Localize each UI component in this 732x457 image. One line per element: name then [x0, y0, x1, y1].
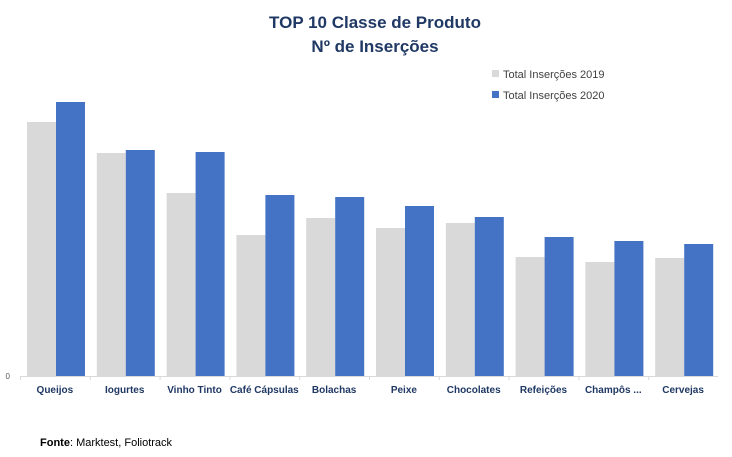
bar-2020: [56, 102, 85, 376]
chart-title-line-2: Nº de Inserções: [311, 37, 438, 56]
x-tick-label: Queijos: [37, 385, 74, 396]
x-tick-label: Bolachas: [312, 385, 357, 396]
legend: Total Inserções 2019 Total Inserções 202…: [492, 69, 605, 102]
bar-2020: [684, 244, 714, 376]
bar-2020: [544, 237, 574, 376]
bar-2020: [195, 152, 225, 376]
x-tick-label: Iogurtes: [105, 385, 145, 396]
bar-2020: [335, 197, 365, 376]
x-tick-label: Cervejas: [662, 385, 704, 396]
legend-label-2019: Total Inserções 2019: [503, 69, 605, 81]
bar-2019: [306, 218, 336, 376]
bar-2019: [445, 223, 475, 376]
source-text: : Marktest, Foliotrack: [69, 437, 173, 449]
bar-2019: [236, 235, 266, 376]
source-label: Fonte: [40, 437, 70, 449]
bar-2019: [585, 262, 615, 376]
bar-2020: [125, 150, 155, 376]
x-tick-label: Refeições: [520, 385, 568, 396]
x-tick-label: Champôs ...: [585, 385, 642, 396]
bar-2020: [474, 217, 504, 376]
bar-2019: [376, 228, 405, 376]
bar-2019: [27, 122, 56, 376]
bar-2019: [655, 258, 685, 376]
bar-2020: [614, 241, 644, 376]
chart-title-line-1: TOP 10 Classe de Produto: [269, 13, 481, 32]
x-tick-label: Chocolates: [447, 385, 501, 396]
legend-swatch-2019: [492, 70, 499, 77]
x-tick-label: Vinho Tinto: [167, 385, 222, 396]
bar-2019: [96, 153, 126, 376]
legend-swatch-2020: [492, 91, 499, 98]
x-tick-label: Café Cápsulas: [230, 385, 299, 396]
bar-2020: [265, 195, 295, 376]
bar-2019: [166, 193, 196, 376]
source-note: Fonte: Marktest, Foliotrack: [40, 437, 172, 449]
y-tick-label: 0: [6, 372, 11, 381]
x-tick-label: Peixe: [391, 385, 418, 396]
legend-label-2020: Total Inserções 2020: [503, 90, 605, 102]
bar-2019: [515, 257, 545, 376]
bar-2020: [405, 206, 434, 376]
